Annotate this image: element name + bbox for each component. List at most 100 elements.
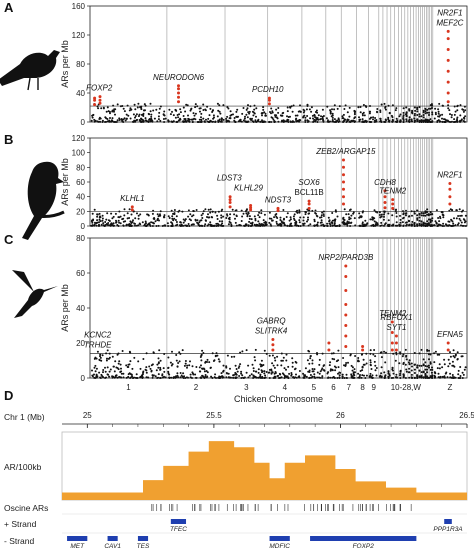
background-point (426, 371, 429, 374)
background-point (204, 374, 207, 376)
background-point (359, 106, 362, 108)
gene-label: ZEB2/ARGAP15 (315, 147, 376, 156)
background-point (276, 364, 279, 367)
background-point (352, 377, 355, 379)
background-point (101, 214, 104, 217)
background-point (137, 214, 140, 217)
background-point (196, 105, 199, 108)
chromosome-label: 4 (283, 383, 288, 392)
background-point (440, 211, 443, 214)
background-point (383, 224, 385, 227)
background-point (420, 364, 423, 367)
background-point (362, 111, 365, 114)
background-point (373, 119, 376, 122)
background-point (186, 104, 189, 107)
background-point (274, 372, 277, 374)
background-point (257, 220, 260, 223)
background-point (159, 210, 162, 213)
background-point (410, 362, 413, 365)
background-point (235, 224, 238, 227)
background-point (111, 355, 114, 358)
background-point (112, 222, 115, 225)
background-point (273, 356, 276, 359)
background-point (91, 116, 94, 119)
background-point (326, 225, 329, 227)
background-point (122, 107, 125, 110)
highlight-point (342, 202, 345, 206)
background-point (363, 223, 365, 226)
background-point (413, 368, 416, 371)
background-point (331, 120, 334, 123)
background-point (118, 210, 121, 213)
background-point (302, 224, 305, 227)
background-point (450, 116, 453, 119)
background-point (331, 114, 334, 117)
background-point (285, 376, 288, 378)
background-point (222, 215, 225, 218)
background-point (179, 352, 182, 355)
background-point (447, 365, 450, 368)
background-point (424, 112, 427, 115)
background-point (418, 113, 421, 116)
background-point (358, 212, 361, 215)
background-point (271, 219, 274, 222)
background-point (176, 114, 179, 116)
background-point (428, 349, 430, 352)
background-point (399, 224, 402, 227)
highlight-point (130, 205, 134, 209)
highlight-point (267, 102, 271, 106)
background-point (418, 224, 421, 227)
background-point (129, 360, 132, 363)
background-point (411, 220, 414, 223)
background-point (320, 216, 323, 219)
background-point (171, 224, 174, 227)
background-point (103, 225, 106, 227)
background-point (357, 372, 360, 375)
background-point (372, 118, 374, 121)
background-point (380, 366, 383, 369)
background-point (179, 225, 182, 227)
background-point (175, 215, 178, 218)
background-point (433, 352, 436, 355)
background-point (234, 373, 237, 376)
background-point (258, 222, 261, 225)
background-point (257, 371, 260, 374)
background-point (333, 118, 336, 121)
highlight-point (228, 195, 232, 199)
background-point (298, 120, 301, 123)
y-tick-label: 0 (81, 222, 86, 231)
background-point (99, 356, 102, 359)
background-point (128, 208, 131, 211)
background-point (123, 110, 126, 113)
background-point (430, 213, 433, 216)
background-point (319, 221, 322, 224)
background-point (426, 375, 429, 378)
background-point (91, 212, 94, 215)
background-point (157, 215, 160, 218)
background-point (216, 214, 219, 217)
highlight-point (391, 202, 395, 206)
background-point (395, 353, 398, 356)
background-point (451, 120, 453, 123)
background-point (294, 376, 297, 379)
background-point (413, 225, 416, 227)
background-point (464, 115, 467, 118)
background-point (232, 374, 235, 377)
background-point (455, 217, 458, 220)
background-point (95, 373, 98, 376)
background-point (268, 221, 271, 224)
background-point (209, 211, 212, 214)
background-point (357, 359, 360, 362)
background-point (210, 375, 213, 378)
background-point (285, 353, 288, 356)
background-point (350, 364, 353, 367)
background-point (288, 372, 291, 375)
background-point (227, 223, 230, 226)
background-point (379, 224, 382, 227)
background-point (402, 374, 405, 377)
background-point (454, 110, 457, 113)
background-point (225, 372, 228, 374)
panel-letter: C (4, 232, 14, 247)
